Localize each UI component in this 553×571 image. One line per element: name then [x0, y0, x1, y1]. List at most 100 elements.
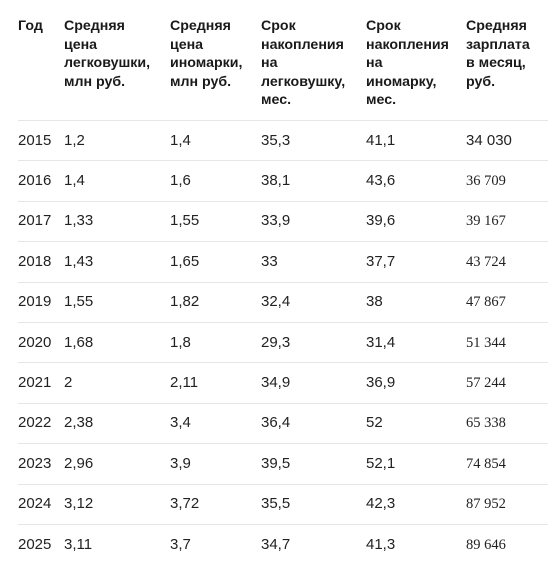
- table-row: 2018 1,43 1,65 33 37,7 43 724: [18, 241, 548, 283]
- cell-avg-price-car: 1,55: [64, 281, 170, 323]
- cell-avg-price-foreign-car: 1,82: [170, 281, 261, 323]
- cell-saving-period-car: 35,5: [261, 483, 366, 525]
- header-line: накопления: [261, 36, 344, 53]
- table-row: 2016 1,4 1,6 38,1 43,6 36 709: [18, 160, 548, 202]
- header-line: на: [366, 55, 383, 71]
- cell-saving-period-foreign-car: 52: [366, 402, 466, 444]
- table-row: 2015 1,2 1,4 35,3 41,1 34 030: [18, 119, 548, 161]
- cell-avg-price-foreign-car: 3,9: [170, 443, 261, 485]
- cell-avg-price-foreign-car: 2,11: [170, 362, 261, 404]
- header-line: на: [261, 55, 278, 71]
- cell-saving-period-car: 33,9: [261, 200, 366, 242]
- cell-saving-period-car: 34,9: [261, 362, 366, 404]
- cell-avg-price-car: 2: [64, 362, 170, 404]
- cell-avg-price-car: 1,68: [64, 321, 170, 363]
- header-line: млн руб.: [170, 73, 232, 90]
- table-row: 2017 1,33 1,55 33,9 39,6 39 167: [18, 200, 548, 242]
- cell-saving-period-foreign-car: 36,9: [366, 362, 466, 404]
- cell-year: 2018: [18, 241, 64, 283]
- cell-avg-salary: 74 854: [466, 443, 548, 485]
- cell-year: 2016: [18, 160, 64, 202]
- header-line: цена: [170, 36, 204, 53]
- cell-avg-price-foreign-car: 1,65: [170, 241, 261, 283]
- header-line: иномарки,: [170, 55, 243, 71]
- cell-saving-period-foreign-car: 43,6: [366, 160, 466, 202]
- header-line: в месяц,: [466, 55, 526, 71]
- header-avg-price-car: Средняя цена легковушки, млн руб.: [64, 17, 170, 121]
- cell-saving-period-car: 36,4: [261, 402, 366, 444]
- cell-saving-period-foreign-car: 38: [366, 281, 466, 323]
- cell-year: 2024: [18, 483, 64, 525]
- cell-year: 2019: [18, 281, 64, 323]
- cell-saving-period-car: 39,5: [261, 443, 366, 485]
- table-row: 2022 2,38 3,4 36,4 52 65 338: [18, 402, 548, 444]
- cell-avg-price-foreign-car: 3,72: [170, 483, 261, 525]
- header-line: иномарку,: [366, 73, 437, 90]
- header-line: руб.: [466, 73, 496, 90]
- cell-year: 2015: [18, 119, 64, 161]
- header-line: мес.: [261, 92, 292, 108]
- header-line: легковушки,: [64, 55, 151, 71]
- cell-avg-price-car: 2,38: [64, 402, 170, 444]
- cell-year: 2017: [18, 200, 64, 242]
- header-row: Год Средняя цена легковушки, млн руб. Ср…: [18, 17, 548, 121]
- cell-avg-salary: 57 244: [466, 362, 548, 404]
- table-row: 2023 2,96 3,9 39,5 52,1 74 854: [18, 443, 548, 485]
- cell-saving-period-foreign-car: 37,7: [366, 241, 466, 283]
- cell-avg-salary: 65 338: [466, 402, 548, 444]
- cell-saving-period-car: 33: [261, 241, 366, 283]
- cell-saving-period-foreign-car: 31,4: [366, 321, 466, 363]
- header-line: Срок: [261, 18, 296, 34]
- cell-avg-salary: 39 167: [466, 200, 548, 242]
- cell-year: 2023: [18, 443, 64, 485]
- table-header: Год Средняя цена легковушки, млн руб. Ср…: [18, 17, 548, 121]
- cell-saving-period-car: 32,4: [261, 281, 366, 323]
- cell-year: 2020: [18, 321, 64, 363]
- cell-saving-period-foreign-car: 41,1: [366, 119, 466, 161]
- car-affordability-table: Год Средняя цена легковушки, млн руб. Ср…: [18, 17, 548, 565]
- cell-avg-price-car: 1,43: [64, 241, 170, 283]
- cell-avg-price-car: 2,96: [64, 443, 170, 485]
- cell-avg-salary: 87 952: [466, 483, 548, 525]
- header-line: Год: [18, 18, 43, 34]
- cell-avg-price-foreign-car: 3,7: [170, 523, 261, 565]
- cell-avg-price-car: 3,11: [64, 523, 170, 565]
- header-line: накопления: [366, 36, 449, 53]
- header-line: млн руб.: [64, 73, 126, 90]
- cell-saving-period-car: 29,3: [261, 321, 366, 363]
- header-line: мес.: [366, 92, 397, 108]
- header-line: легковушку,: [261, 73, 346, 90]
- cell-avg-price-car: 1,4: [64, 160, 170, 202]
- header-line: Средняя: [64, 18, 125, 34]
- cell-avg-salary: 47 867: [466, 281, 548, 323]
- cell-avg-price-foreign-car: 1,4: [170, 119, 261, 161]
- cell-avg-price-car: 1,33: [64, 200, 170, 242]
- table-row: 2019 1,55 1,82 32,4 38 47 867: [18, 281, 548, 323]
- cell-saving-period-car: 38,1: [261, 160, 366, 202]
- header-line: зарплата: [466, 36, 530, 53]
- cell-avg-price-foreign-car: 1,8: [170, 321, 261, 363]
- table-row: 2021 2 2,11 34,9 36,9 57 244: [18, 362, 548, 404]
- cell-avg-price-car: 1,2: [64, 119, 170, 161]
- table-row: 2025 3,11 3,7 34,7 41,3 89 646: [18, 523, 548, 565]
- cell-year: 2025: [18, 523, 64, 565]
- cell-avg-price-foreign-car: 1,55: [170, 200, 261, 242]
- cell-saving-period-foreign-car: 41,3: [366, 523, 466, 565]
- table-body: 2015 1,2 1,4 35,3 41,1 34 030 2016 1,4 1…: [18, 119, 548, 565]
- header-line: цена: [64, 36, 98, 53]
- cell-avg-salary: 51 344: [466, 321, 548, 363]
- cell-saving-period-foreign-car: 52,1: [366, 443, 466, 485]
- cell-saving-period-car: 35,3: [261, 119, 366, 161]
- cell-avg-salary: 34 030: [466, 119, 548, 161]
- cell-year: 2022: [18, 402, 64, 444]
- header-avg-salary: Средняя зарплата в месяц, руб.: [466, 17, 548, 121]
- table-row: 2024 3,12 3,72 35,5 42,3 87 952: [18, 483, 548, 525]
- header-line: Средняя: [170, 18, 231, 34]
- header-line: Средняя: [466, 18, 527, 34]
- cell-avg-salary: 36 709: [466, 160, 548, 202]
- table-row: 2020 1,68 1,8 29,3 31,4 51 344: [18, 321, 548, 363]
- cell-year: 2021: [18, 362, 64, 404]
- cell-saving-period-foreign-car: 39,6: [366, 200, 466, 242]
- cell-avg-price-foreign-car: 3,4: [170, 402, 261, 444]
- cell-avg-salary: 89 646: [466, 523, 548, 565]
